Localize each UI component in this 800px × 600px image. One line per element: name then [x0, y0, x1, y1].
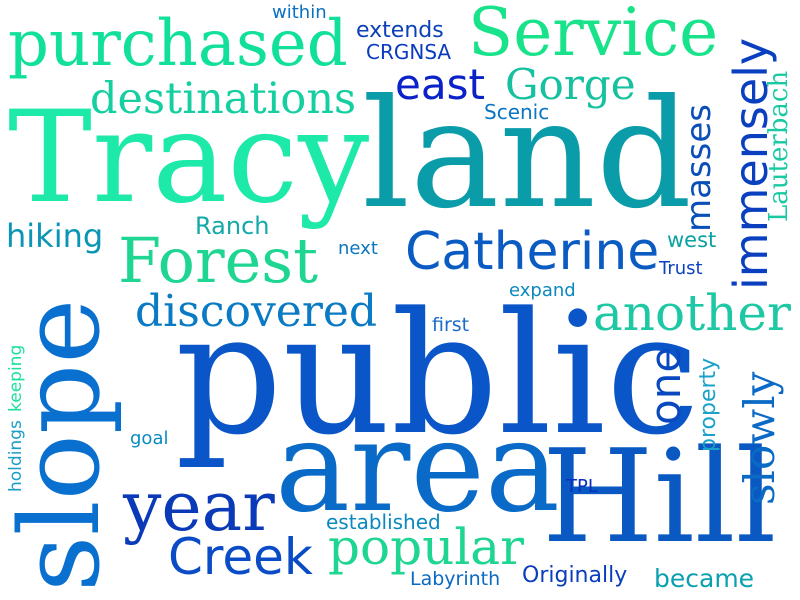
word-west: west [667, 228, 717, 252]
word-extends: extends [356, 18, 444, 43]
word-another: another [593, 284, 791, 342]
word-service: Service [468, 0, 719, 71]
word-tracy: Tracy [8, 84, 370, 231]
word-trust: Trust [659, 258, 703, 279]
word-one: one [641, 346, 690, 425]
word-originally: Originally [522, 563, 628, 588]
word-area: area [275, 393, 561, 540]
word-became: became [654, 564, 755, 593]
word-expand: expand [509, 280, 576, 301]
word-hiking: hiking [6, 217, 104, 255]
word-public: public [175, 276, 700, 472]
word-keeping: keeping [6, 344, 26, 412]
word-destinations: destinations [90, 74, 357, 124]
word-immensely: immensely [724, 37, 778, 290]
word-crgnsa: CRGNSA [366, 40, 452, 64]
word-slowly: slowly [735, 371, 784, 505]
word-labyrinth: Labyrinth [410, 568, 501, 590]
word-goal: goal [130, 428, 169, 449]
word-established: established [326, 510, 441, 534]
word-next: next [338, 238, 378, 259]
word-east: east [395, 60, 485, 109]
word-within: within [272, 2, 327, 23]
word-first: first [432, 314, 470, 336]
word-property: property [696, 357, 721, 452]
word-purchased: purchased [8, 7, 348, 81]
word-hill: Hill [542, 423, 777, 572]
word-forest: Forest [118, 224, 319, 297]
word-discovered: discovered [135, 286, 378, 337]
word-gorge: Gorge [505, 60, 636, 109]
word-holdings: holdings [6, 420, 26, 492]
word-catherine: Catherine [405, 222, 660, 282]
word-land: land [362, 68, 693, 242]
word-ranch: Ranch [195, 212, 270, 240]
word-tpl: TPL [566, 476, 598, 497]
word-creek: Creek [168, 528, 313, 586]
word-scenic: Scenic [484, 100, 550, 124]
word-year: year [123, 468, 275, 547]
word-popular: popular [328, 518, 525, 576]
word-masses: masses [679, 103, 719, 232]
